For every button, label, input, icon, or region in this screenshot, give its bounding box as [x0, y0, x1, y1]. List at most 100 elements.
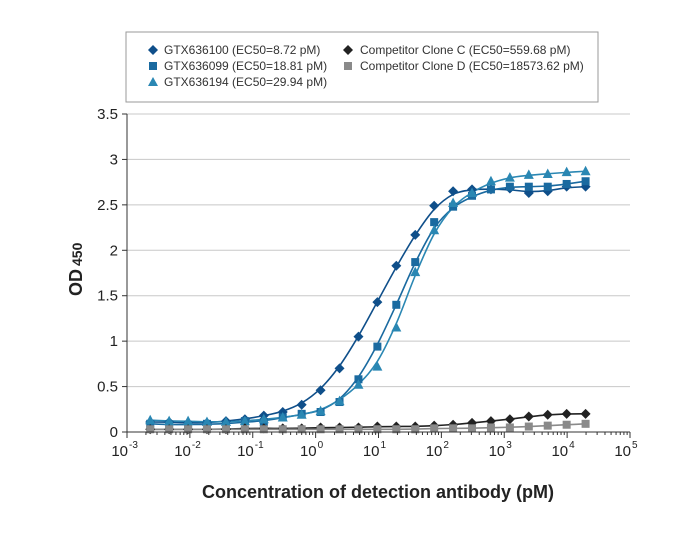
y-tick-label: 1.5 — [97, 288, 118, 305]
point-series-4 — [373, 425, 382, 434]
x-tick-label: 10 4 — [551, 440, 575, 460]
point-series-4 — [505, 423, 514, 432]
point-series-2 — [183, 415, 194, 426]
point-series-2 — [467, 187, 478, 198]
point-series-1 — [411, 258, 420, 267]
point-series-0 — [448, 186, 459, 197]
x-tick-label-exponent: 3 — [506, 440, 512, 451]
x-tick-label-exponent: -3 — [129, 440, 138, 451]
point-series-1 — [524, 182, 533, 191]
x-axis-title: Concentration of detection antibody (pM) — [202, 482, 554, 502]
fit-curve-series-2 — [150, 170, 586, 423]
point-series-0 — [353, 331, 364, 342]
point-series-4 — [354, 425, 363, 434]
x-tick-label: 10 1 — [363, 440, 387, 460]
x-tick-label-exponent: -1 — [255, 440, 264, 451]
fit-curve-series-1 — [150, 180, 586, 426]
point-series-2 — [561, 166, 572, 177]
point-series-2 — [523, 169, 534, 179]
legend-marker-gtx636100-icon — [148, 45, 158, 55]
y-tick-label: 2.5 — [97, 197, 118, 214]
x-tick-label-base: 10 — [551, 443, 568, 460]
legend-marker-clone-c-icon — [343, 45, 353, 55]
point-series-4 — [146, 425, 155, 434]
legend-label-gtx636194: GTX636194 (EC50=29.94 pM) — [164, 75, 327, 89]
point-series-4 — [165, 425, 174, 434]
point-series-4 — [486, 423, 495, 432]
x-tick-label: 10 3 — [489, 440, 513, 460]
x-tick-label-base: 10 — [426, 443, 443, 460]
x-tick-label-base: 10 — [300, 443, 317, 460]
tick-labels: 00.511.522.533.510 -3 10 -2 10 -1 10 0 10 1 10 2 10 3… — [97, 106, 638, 460]
point-series-2 — [391, 322, 402, 332]
point-series-0 — [334, 363, 345, 374]
point-series-4 — [184, 425, 193, 434]
x-tick-label-base: 10 — [111, 443, 128, 460]
point-series-4 — [411, 425, 420, 434]
y-tick-label: 3 — [110, 151, 118, 168]
point-series-4 — [240, 425, 249, 434]
x-tick-label-base: 10 — [489, 443, 506, 460]
point-series-3 — [523, 411, 534, 422]
point-series-2 — [315, 405, 326, 416]
legend-label-gtx636100: GTX636100 (EC50=8.72 pM) — [164, 43, 320, 57]
x-tick-label-exponent: 0 — [318, 440, 324, 451]
point-series-4 — [581, 419, 590, 428]
point-series-2 — [296, 409, 307, 419]
point-series-3 — [542, 409, 553, 420]
y-axis-title-sub: 450 — [69, 242, 85, 266]
y-tick-label: 1 — [110, 333, 118, 350]
point-series-4 — [449, 424, 458, 433]
point-series-4 — [562, 420, 571, 429]
point-series-2 — [542, 168, 553, 178]
x-tick-label-base: 10 — [614, 443, 631, 460]
point-series-2 — [334, 395, 345, 406]
point-series-1 — [581, 177, 590, 186]
point-series-2 — [429, 224, 440, 235]
point-series-2 — [239, 415, 250, 426]
point-series-4 — [430, 424, 439, 433]
point-series-2 — [485, 175, 496, 186]
x-tick-label-exponent: 2 — [443, 440, 449, 451]
point-series-1 — [543, 182, 552, 191]
x-tick-label: 10 -1 — [237, 440, 264, 460]
point-series-3 — [580, 408, 591, 419]
point-series-1 — [430, 218, 439, 227]
x-tick-label: 10 5 — [614, 440, 638, 460]
axes — [122, 113, 631, 438]
point-series-2 — [372, 361, 383, 371]
y-tick-label: 3.5 — [97, 106, 118, 123]
point-series-3 — [504, 414, 515, 425]
x-tick-label: 10 -2 — [174, 440, 201, 460]
y-tick-label: 0.5 — [97, 379, 118, 396]
point-series-2 — [504, 172, 515, 182]
point-series-2 — [201, 416, 212, 427]
x-tick-label-exponent: 1 — [381, 440, 387, 451]
point-series-4 — [202, 425, 211, 434]
legend-marker-gtx636194-icon — [148, 77, 158, 86]
y-axis-title: OD 450 — [66, 242, 86, 296]
x-tick-label-exponent: 5 — [632, 440, 638, 451]
legend-label-clone-d: Competitor Clone D (EC50=18573.62 pM) — [360, 59, 584, 73]
point-series-2 — [353, 379, 364, 389]
point-series-2 — [145, 414, 156, 425]
x-tick-label: 10 -3 — [111, 440, 138, 460]
x-tick-label-base: 10 — [363, 443, 380, 460]
legend-label-gtx636099: GTX636099 (EC50=18.81 pM) — [164, 59, 327, 73]
y-axis-title-main: OD — [66, 269, 86, 296]
x-tick-label-base: 10 — [174, 443, 191, 460]
x-tick-label-exponent: 4 — [569, 440, 575, 451]
point-series-2 — [410, 266, 421, 277]
x-tick-label: 10 2 — [426, 440, 450, 460]
point-series-2 — [277, 411, 288, 422]
point-series-4 — [259, 425, 268, 434]
point-series-0 — [296, 399, 307, 410]
point-series-1 — [392, 300, 401, 309]
point-series-2 — [220, 416, 231, 427]
x-tick-label-exponent: -2 — [192, 440, 201, 451]
point-series-4 — [278, 425, 287, 434]
point-series-4 — [316, 425, 325, 434]
point-series-4 — [392, 425, 401, 434]
point-series-0 — [410, 229, 421, 240]
